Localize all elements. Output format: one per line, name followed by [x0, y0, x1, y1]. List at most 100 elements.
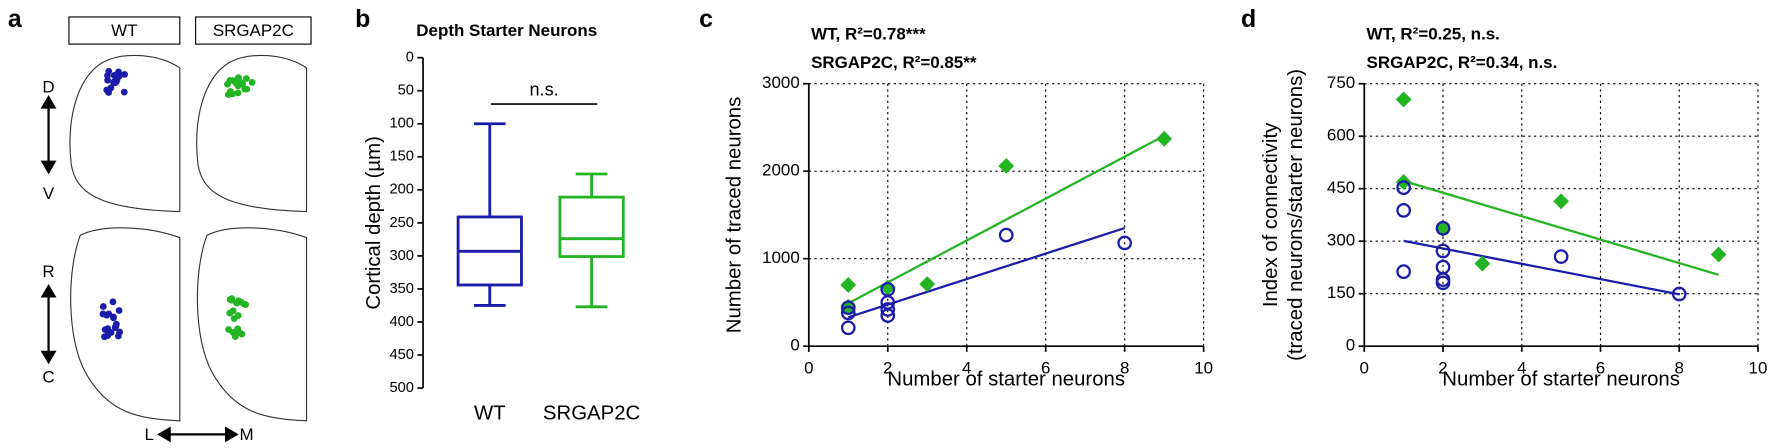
- y-tick-label: 0: [790, 336, 799, 355]
- neuron-dot: [121, 71, 128, 78]
- neuron-dot: [105, 67, 113, 75]
- fit-line: [847, 134, 1165, 305]
- neuron-dot: [234, 89, 242, 97]
- point: [1553, 249, 1569, 264]
- point: [1671, 286, 1687, 302]
- point: [1117, 235, 1133, 251]
- y-axis-label: Index of connectivity: [1260, 122, 1282, 307]
- neuron-dot: [110, 314, 117, 322]
- y-tick-label: 150: [389, 149, 414, 165]
- neuron-dots: [99, 67, 256, 341]
- x-tick-label: 4: [962, 358, 971, 377]
- panel-label: b: [355, 5, 370, 33]
- column-label: WT: [111, 21, 137, 40]
- axis-letter: L: [145, 425, 154, 444]
- neuron-dot: [105, 89, 112, 96]
- panel-a: WT SRGAP2C D V R C L M: [40, 16, 312, 444]
- x-tick-label: 10: [1749, 358, 1768, 377]
- y-tick-label: 250: [389, 215, 414, 231]
- neuron-dot: [231, 333, 239, 340]
- neuron-dot: [101, 333, 108, 341]
- neuron-dot: [99, 303, 107, 310]
- x-tick-label: 8: [1120, 358, 1129, 377]
- x-tick-label: 0: [804, 358, 813, 377]
- y-tick-label: 0: [1346, 336, 1355, 355]
- y-tick-label: 2000: [762, 161, 800, 180]
- column-box: [68, 16, 181, 45]
- point: [1395, 91, 1412, 108]
- neuron-dot: [99, 310, 107, 318]
- x-tick-label: 6: [1041, 358, 1050, 377]
- x-tick-label: 10: [1194, 358, 1213, 377]
- column-box: [195, 16, 312, 45]
- annotation: SRGAP2C, R²=0.85**: [811, 53, 977, 72]
- neuron-dot: [233, 299, 241, 307]
- panel-label: c: [699, 5, 713, 33]
- neuron-dot: [104, 76, 111, 84]
- neuron-dot: [229, 77, 237, 85]
- point: [1435, 220, 1451, 236]
- annotation: SRGAP2C, R²=0.34, n.s.: [1367, 53, 1558, 72]
- x-tick-label: 8: [1675, 358, 1684, 377]
- point: [998, 158, 1015, 174]
- y-tick-label: 150: [1327, 283, 1355, 302]
- y-tick-label: 450: [389, 347, 414, 363]
- y-tick-label: 300: [1327, 231, 1355, 250]
- y-tick-label: 0: [406, 50, 414, 66]
- neuron-dot: [115, 307, 123, 314]
- section-outline: [70, 227, 181, 422]
- point: [840, 305, 856, 321]
- neuron-dot: [224, 80, 231, 88]
- neuron-dot: [109, 298, 117, 306]
- y-axis-label: Cortical depth (µm): [363, 136, 385, 310]
- point: [1396, 203, 1412, 218]
- panel-label: d: [1241, 5, 1256, 33]
- y-tick-label: 600: [1327, 126, 1355, 145]
- x-tick-label: 2: [1438, 358, 1447, 377]
- point: [880, 302, 896, 317]
- x-tick-label: 0: [1360, 358, 1369, 377]
- neuron-dot: [234, 325, 242, 333]
- axis-letter: C: [42, 367, 54, 386]
- point: [1553, 193, 1570, 210]
- section-outline: [69, 54, 181, 213]
- section-outline: [196, 227, 308, 422]
- point: [998, 227, 1014, 243]
- y-tick-label: 450: [1327, 178, 1355, 197]
- axis-letter: V: [43, 184, 55, 203]
- section-outline: [196, 54, 308, 213]
- y-tick-label: 750: [1327, 73, 1355, 92]
- y-axis-label: (traced neurons/starter neurons): [1285, 69, 1307, 361]
- axis-letter: R: [42, 262, 54, 281]
- x-axis-label: Number of starter neurons: [1442, 368, 1680, 390]
- y-tick-label: 500: [389, 380, 414, 396]
- neuron-dot: [228, 295, 236, 303]
- point: [1396, 264, 1412, 279]
- axis-letter: M: [239, 425, 253, 444]
- neuron-dot: [229, 90, 237, 98]
- point: [1435, 259, 1451, 275]
- panel-label: a: [8, 5, 22, 33]
- point: [1156, 130, 1173, 147]
- x-tick-label: 6: [1596, 358, 1605, 377]
- significance-label: n.s.: [529, 79, 558, 99]
- neuron-dot: [229, 307, 237, 315]
- y-tick-label: 350: [389, 281, 414, 297]
- point: [1710, 246, 1727, 263]
- point: [919, 276, 936, 292]
- annotation: WT, R²=0.78***: [811, 25, 926, 44]
- neuron-dot: [234, 312, 242, 319]
- x-tick-label: SRGAP2C: [543, 402, 640, 424]
- point: [1435, 243, 1451, 259]
- y-tick-label: 50: [398, 83, 414, 99]
- point: [840, 300, 856, 316]
- point: [880, 281, 896, 297]
- point: [840, 277, 857, 293]
- axis-letter: D: [42, 78, 54, 97]
- neuron-dot: [101, 326, 109, 334]
- box: [558, 195, 625, 258]
- y-tick-label: 300: [389, 248, 414, 264]
- y-tick-label: 1000: [762, 248, 800, 267]
- x-tick-label: 2: [883, 358, 892, 377]
